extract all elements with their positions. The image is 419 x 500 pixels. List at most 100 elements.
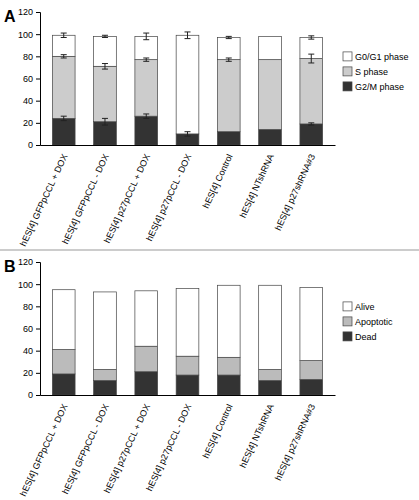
x-tick-label: hES[4] GFPpCCL + DOX <box>18 402 70 497</box>
bar-segment <box>259 129 282 145</box>
bar-segment <box>176 289 199 357</box>
y-tick: 120 <box>18 257 40 267</box>
y-tick-mark <box>36 284 40 285</box>
bar-segment <box>217 357 240 375</box>
legend-swatch <box>343 302 352 311</box>
y-tick-mark <box>36 123 40 124</box>
error-bar-cap <box>102 37 108 38</box>
bar-segment <box>259 381 282 395</box>
y-tick-label: 40 <box>23 96 33 106</box>
bar-segment <box>259 60 282 130</box>
error-bar-stem <box>104 64 105 70</box>
bar-segment <box>300 379 323 395</box>
bar-segment <box>176 35 199 134</box>
y-tick: 20 <box>23 368 40 378</box>
x-tick: hES[4] p27shRNA#3 <box>273 145 317 232</box>
bar-segment <box>94 122 117 145</box>
error-bar <box>308 36 314 39</box>
plot-area <box>52 32 322 145</box>
y-tick-mark <box>36 395 40 396</box>
bar-segment <box>94 66 117 121</box>
x-tick-label: hES[4] p27pCCL - DOX <box>144 152 193 242</box>
legend-label: G2/M phase <box>355 82 404 92</box>
error-bar-cap <box>185 136 191 137</box>
legend: AliveApoptoticDead <box>343 302 393 342</box>
y-tick-label: 60 <box>23 74 33 84</box>
bar-segment <box>300 59 323 124</box>
y-tick-mark <box>36 34 40 35</box>
error-bar-cap <box>102 118 108 119</box>
error-bar <box>143 114 149 118</box>
plot-area <box>52 285 322 395</box>
bar-segment <box>52 290 75 350</box>
bar-segment <box>217 37 240 59</box>
error-bar <box>185 132 191 136</box>
x-tick: hES[4] GFPpCCL + DOX <box>18 395 70 498</box>
error-bar <box>308 54 314 63</box>
x-tick-label: hES[4] GFPpCCL - DOX <box>60 402 111 495</box>
y-tick-mark <box>36 351 40 352</box>
error-bar <box>102 35 108 37</box>
legend-swatch <box>343 52 352 61</box>
y-tick-label: 20 <box>23 368 33 378</box>
x-tick: hES[4] p27pCCL + DOX <box>102 145 152 245</box>
error-bar-cap <box>143 118 149 119</box>
error-bar <box>143 33 149 40</box>
bar-segment <box>300 124 323 145</box>
x-tick: hES[4] NTshRNA <box>238 395 276 469</box>
y-tick: 80 <box>23 52 40 62</box>
y-tick-label: 80 <box>23 302 33 312</box>
y-tick: 20 <box>23 118 40 128</box>
y-tick-mark <box>36 79 40 80</box>
error-bar-cap <box>185 131 191 132</box>
x-tick-label: hES[4] Control <box>201 402 235 459</box>
error-bar-cap <box>102 125 108 126</box>
x-tick: hES[4] GFPpCCL + DOX <box>18 145 70 248</box>
bar-segment <box>94 292 117 370</box>
y-tick-label: 0 <box>28 140 33 150</box>
error-bar-cap <box>226 38 232 39</box>
error-bar-cap <box>143 39 149 40</box>
x-axis: hES[4] GFPpCCL + DOXhES[4] GFPpCCL - DOX… <box>18 145 335 248</box>
y-tick-mark <box>36 12 40 13</box>
error-bar-stem <box>104 118 105 125</box>
error-bar-cap <box>143 61 149 62</box>
bar-segment <box>217 285 240 357</box>
legend-swatch <box>343 317 352 326</box>
error-bar-stem <box>187 32 188 39</box>
y-tick: 0 <box>28 140 40 150</box>
legend-label: G0/G1 phase <box>355 52 409 62</box>
error-bar <box>61 116 67 120</box>
legend-swatch <box>343 332 352 341</box>
bar-segment <box>135 116 158 145</box>
error-bar-cap <box>143 33 149 34</box>
error-bar-cap <box>143 57 149 58</box>
bar-segment <box>135 60 158 117</box>
x-axis-line <box>41 395 336 396</box>
error-bar-cap <box>185 38 191 39</box>
y-tick-label: 100 <box>18 280 33 290</box>
x-tick-label: hES[4] p27pCCL + DOX <box>102 152 152 244</box>
panel: A020406080100120hES[4] GFPpCCL + DOXhES[… <box>4 7 409 247</box>
panel: B020406080100120hES[4] GFPpCCL + DOXhES[… <box>0 250 419 498</box>
error-bar-cap <box>61 37 67 38</box>
x-tick: hES[4] GFPpCCL - DOX <box>60 395 111 496</box>
panel-title: A <box>4 8 16 25</box>
y-tick: 60 <box>23 74 40 84</box>
error-bar-stem <box>63 33 64 37</box>
error-bar-cap <box>308 39 314 40</box>
bar-segment <box>94 381 117 395</box>
error-bar-cap <box>102 63 108 64</box>
y-tick: 100 <box>18 30 40 40</box>
error-bar <box>226 36 232 38</box>
bar-segment <box>52 35 75 56</box>
y-tick-mark <box>36 56 40 57</box>
error-bar <box>226 58 232 61</box>
x-tick: hES[4] GFPpCCL - DOX <box>60 145 111 246</box>
x-axis: hES[4] GFPpCCL + DOXhES[4] GFPpCCL - DOX… <box>18 395 335 498</box>
bar-segment <box>300 287 323 360</box>
y-axis-line <box>36 263 41 396</box>
x-tick-label: hES[4] p27pCCL - DOX <box>144 402 193 492</box>
figure: A020406080100120hES[4] GFPpCCL + DOXhES[… <box>0 0 419 500</box>
bar-segment <box>176 375 199 395</box>
